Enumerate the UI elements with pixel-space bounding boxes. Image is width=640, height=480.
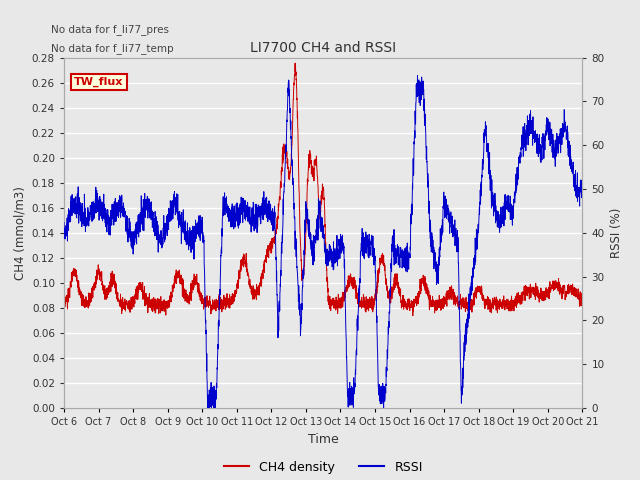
Text: No data for f_li77_temp: No data for f_li77_temp <box>51 43 174 54</box>
Y-axis label: RSSI (%): RSSI (%) <box>610 208 623 258</box>
X-axis label: Time: Time <box>308 432 339 445</box>
Title: LI7700 CH4 and RSSI: LI7700 CH4 and RSSI <box>250 41 396 55</box>
Y-axis label: CH4 (mmol/m3): CH4 (mmol/m3) <box>13 186 26 280</box>
Text: No data for f_li77_pres: No data for f_li77_pres <box>51 24 169 35</box>
Legend: CH4 density, RSSI: CH4 density, RSSI <box>219 456 428 479</box>
Text: TW_flux: TW_flux <box>74 77 124 87</box>
